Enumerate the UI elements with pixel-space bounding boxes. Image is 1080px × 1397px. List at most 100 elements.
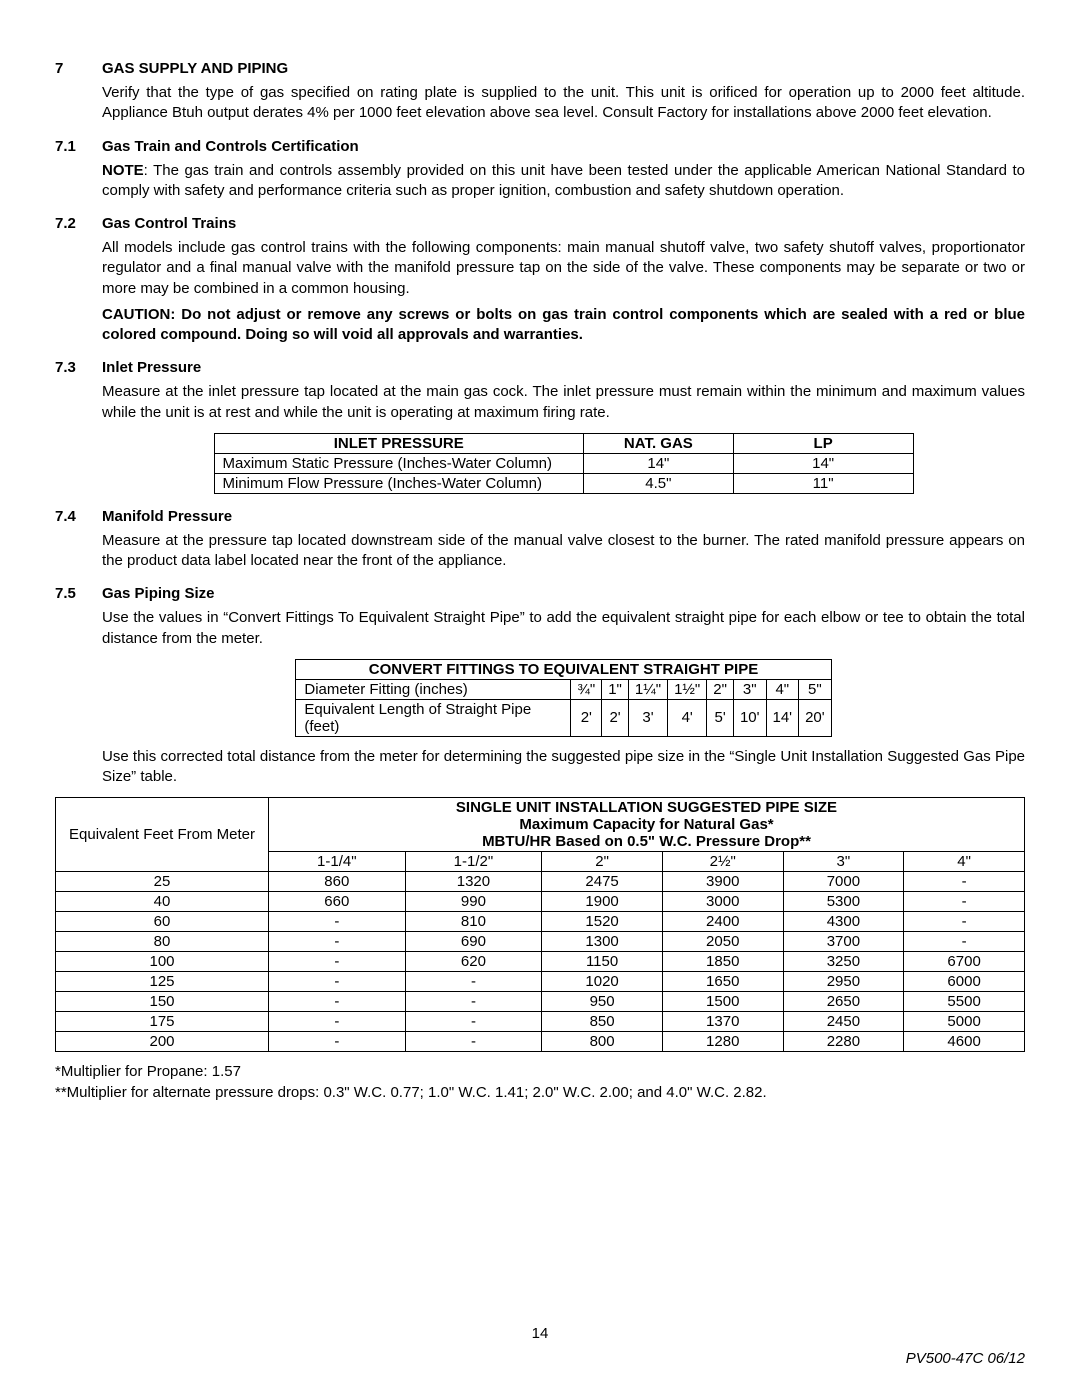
section-7: 7 GAS SUPPLY AND PIPING Verify that the … bbox=[55, 60, 1025, 124]
table-cell: - bbox=[269, 952, 406, 972]
table-cell: 100 bbox=[56, 952, 269, 972]
section-title: Inlet Pressure bbox=[102, 359, 201, 376]
table-row: 258601320247539007000- bbox=[56, 872, 1025, 892]
section-number: 7.3 bbox=[55, 359, 102, 376]
table-cell: 1650 bbox=[662, 972, 783, 992]
table-row: 150--950150026505500 bbox=[56, 992, 1025, 1012]
table-cell: 3" bbox=[733, 679, 766, 699]
table-cell: - bbox=[269, 1032, 406, 1052]
section-7-4: 7.4 Manifold Pressure Measure at the pre… bbox=[55, 508, 1025, 572]
section-body: Use the values in “Convert Fittings To E… bbox=[102, 608, 1025, 649]
section-body: Measure at the pressure tap located down… bbox=[102, 531, 1025, 572]
table-cell: 1520 bbox=[542, 912, 663, 932]
fittings-table-wrap: CONVERT FITTINGS TO EQUIVALENT STRAIGHT … bbox=[102, 659, 1025, 737]
table-row: 80-690130020503700- bbox=[56, 932, 1025, 952]
table-cell: 1500 bbox=[662, 992, 783, 1012]
table-title: SINGLE UNIT INSTALLATION SUGGESTED PIPE … bbox=[269, 798, 1025, 852]
table-cell: - bbox=[405, 992, 542, 1012]
section-body: All models include gas control trains wi… bbox=[102, 238, 1025, 299]
page-number: 14 bbox=[0, 1325, 1080, 1342]
table-cell: 7000 bbox=[783, 872, 904, 892]
table-cell: Diameter Fitting (inches) bbox=[296, 679, 571, 699]
section-number: 7.1 bbox=[55, 138, 102, 155]
table-header: NAT. GAS bbox=[583, 433, 733, 453]
table-cell: - bbox=[269, 912, 406, 932]
table-row: Minimum Flow Pressure (Inches-Water Colu… bbox=[214, 473, 913, 493]
table-cell: 5500 bbox=[904, 992, 1025, 1012]
table-header-row: Equivalent Feet From Meter SINGLE UNIT I… bbox=[56, 798, 1025, 852]
table-cell: - bbox=[269, 1012, 406, 1032]
table-cell: ¾" bbox=[571, 679, 602, 699]
table-cell: 10' bbox=[733, 699, 766, 736]
table-header: 2½" bbox=[662, 852, 783, 872]
section-title: Gas Train and Controls Certification bbox=[102, 138, 359, 155]
section-number: 7.4 bbox=[55, 508, 102, 525]
table-cell: 2450 bbox=[783, 1012, 904, 1032]
table-cell: 20' bbox=[799, 699, 832, 736]
table-title-line: SINGLE UNIT INSTALLATION SUGGESTED PIPE … bbox=[275, 799, 1018, 816]
table-header: INLET PRESSURE bbox=[214, 433, 583, 453]
table-cell: 2" bbox=[707, 679, 734, 699]
inlet-pressure-table-wrap: INLET PRESSURE NAT. GAS LP Maximum Stati… bbox=[102, 433, 1025, 494]
table-cell: 200 bbox=[56, 1032, 269, 1052]
section-body: Use this corrected total distance from t… bbox=[102, 747, 1025, 788]
table-cell: 4300 bbox=[783, 912, 904, 932]
table-cell: - bbox=[405, 972, 542, 992]
table-cell: 3250 bbox=[783, 952, 904, 972]
note-body: : The gas train and controls assembly pr… bbox=[102, 162, 1025, 199]
table-cell: - bbox=[405, 1012, 542, 1032]
section-body: Verify that the type of gas specified on… bbox=[102, 83, 1025, 124]
section-body: NOTE: The gas train and controls assembl… bbox=[102, 161, 1025, 202]
table-cell: 150 bbox=[56, 992, 269, 1012]
section-7-3: 7.3 Inlet Pressure Measure at the inlet … bbox=[55, 359, 1025, 494]
table-cell: 1280 bbox=[662, 1032, 783, 1052]
table-cell: Maximum Static Pressure (Inches-Water Co… bbox=[214, 453, 583, 473]
table-header: 2" bbox=[542, 852, 663, 872]
table-header: 4" bbox=[904, 852, 1025, 872]
table-row: 175--850137024505000 bbox=[56, 1012, 1025, 1032]
table-cell: - bbox=[269, 992, 406, 1012]
table-cell: 810 bbox=[405, 912, 542, 932]
table-header: 1-1/4" bbox=[269, 852, 406, 872]
table-cell: 14" bbox=[583, 453, 733, 473]
table-cell: 3900 bbox=[662, 872, 783, 892]
table-cell: 5" bbox=[799, 679, 832, 699]
table-cell: 4" bbox=[766, 679, 799, 699]
table-row: 100-6201150185032506700 bbox=[56, 952, 1025, 972]
table-header-row: INLET PRESSURE NAT. GAS LP bbox=[214, 433, 913, 453]
section-7-1: 7.1 Gas Train and Controls Certification… bbox=[55, 138, 1025, 202]
table-cell: - bbox=[904, 932, 1025, 952]
section-title: Gas Control Trains bbox=[102, 215, 236, 232]
table-cell: 6700 bbox=[904, 952, 1025, 972]
pipe-size-table-wrap: Equivalent Feet From Meter SINGLE UNIT I… bbox=[55, 797, 1025, 1052]
table-cell: - bbox=[904, 912, 1025, 932]
table-title-line: Maximum Capacity for Natural Gas* bbox=[275, 816, 1018, 833]
table-cell: 990 bbox=[405, 892, 542, 912]
footnote: *Multiplier for Propane: 1.57 bbox=[55, 1062, 1025, 1082]
table-cell: 14' bbox=[766, 699, 799, 736]
table-cell: 2280 bbox=[783, 1032, 904, 1052]
section-body: Measure at the inlet pressure tap locate… bbox=[102, 382, 1025, 423]
table-cell: 2475 bbox=[542, 872, 663, 892]
table-cell: 1320 bbox=[405, 872, 542, 892]
page: 7 GAS SUPPLY AND PIPING Verify that the … bbox=[0, 0, 1080, 1397]
table-cell: 860 bbox=[269, 872, 406, 892]
table-cell: 5300 bbox=[783, 892, 904, 912]
table-title-row: CONVERT FITTINGS TO EQUIVALENT STRAIGHT … bbox=[296, 659, 831, 679]
table-cell: 11" bbox=[733, 473, 913, 493]
table-cell: 40 bbox=[56, 892, 269, 912]
table-cell: 2650 bbox=[783, 992, 904, 1012]
note-lead: NOTE bbox=[102, 162, 144, 179]
table-cell: - bbox=[269, 972, 406, 992]
table-cell: 2' bbox=[571, 699, 602, 736]
table-cell: 2050 bbox=[662, 932, 783, 952]
table-cell: 1900 bbox=[542, 892, 663, 912]
footnotes: *Multiplier for Propane: 1.57 **Multipli… bbox=[55, 1062, 1025, 1103]
table-title: CONVERT FITTINGS TO EQUIVALENT STRAIGHT … bbox=[296, 659, 831, 679]
table-cell: 1½" bbox=[668, 679, 707, 699]
section-number: 7.2 bbox=[55, 215, 102, 232]
table-cell: 80 bbox=[56, 932, 269, 952]
table-cell: 660 bbox=[269, 892, 406, 912]
table-cell: 60 bbox=[56, 912, 269, 932]
section-7-5: 7.5 Gas Piping Size Use the values in “C… bbox=[55, 585, 1025, 1103]
